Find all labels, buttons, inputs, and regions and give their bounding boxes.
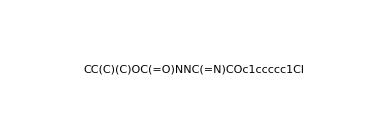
Text: CC(C)(C)OC(=O)NNC(=N)COc1ccccc1Cl: CC(C)(C)OC(=O)NNC(=N)COc1ccccc1Cl [83,64,305,74]
